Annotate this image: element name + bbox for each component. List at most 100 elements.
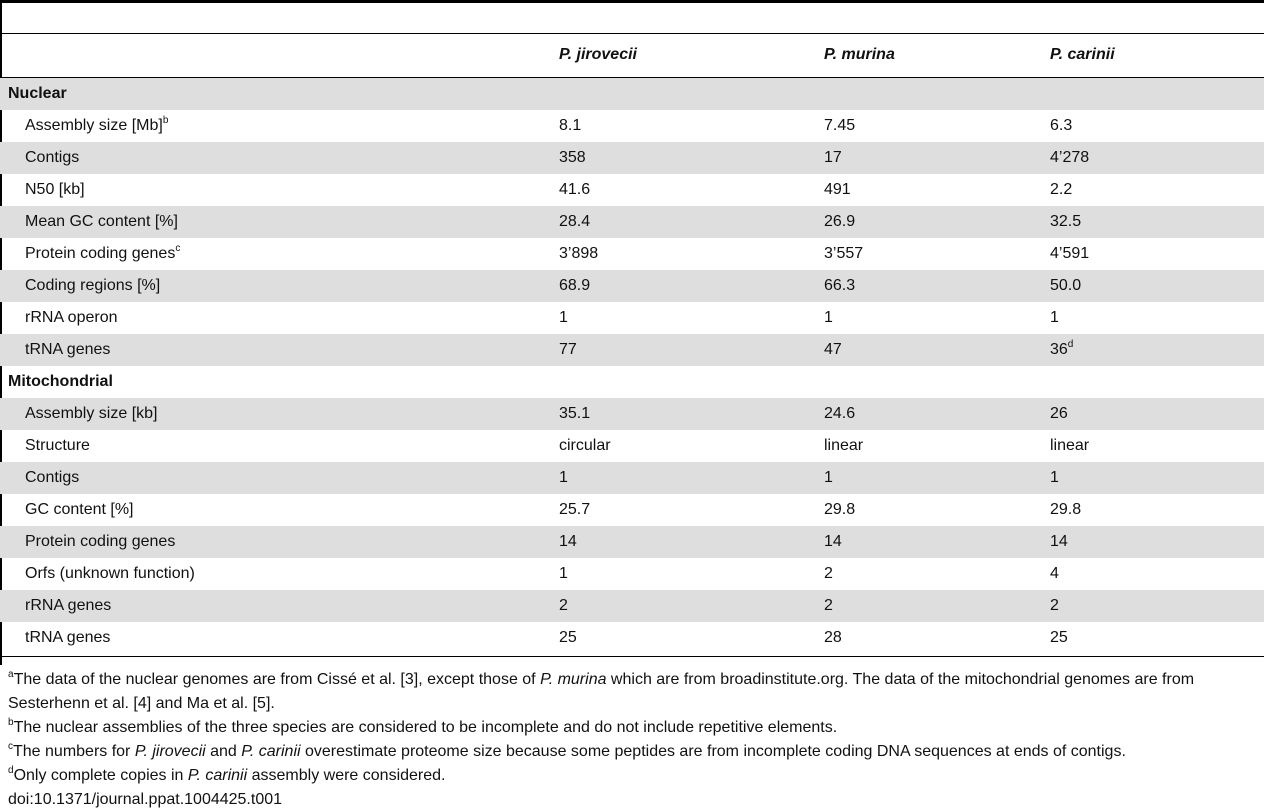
row-label-text: Assembly size [kb] (25, 405, 158, 422)
table-cell: 68.9 (559, 277, 590, 295)
row-label-text: tRNA genes (25, 629, 111, 646)
footnote-text: The data of the nuclear genomes are from… (13, 671, 541, 688)
cell-value: 28.4 (559, 213, 591, 230)
cell-value: 1 (824, 309, 833, 326)
row-label-text: Protein coding genes (25, 533, 176, 550)
cell-value: 491 (824, 181, 851, 198)
row-label: Coding regions [%] (25, 277, 160, 295)
table-cell: 36d (1050, 339, 1073, 359)
table-row: Contigs 1 1 1 (0, 462, 1264, 494)
cell-value: 3’898 (559, 245, 599, 262)
footnote-text: which are from broadinstitute.org. The d… (8, 671, 1195, 712)
table-cell: 358 (559, 149, 586, 167)
table-cell: 1 (824, 469, 833, 487)
table-cell: 25 (559, 629, 577, 647)
table-cell: 14 (824, 533, 842, 551)
cell-value: 28 (824, 629, 842, 646)
table-row: Contigs 358 17 4’278 (0, 142, 1264, 174)
cell-value: 4 (1050, 565, 1059, 582)
section-label: Nuclear (8, 85, 67, 103)
table-row: Protein coding genes 14 14 14 (0, 526, 1264, 558)
section-header-row: Nuclear (0, 78, 1264, 110)
footnote-ref: b (162, 114, 169, 126)
section-label: Mitochondrial (8, 373, 113, 391)
row-label-text: Structure (25, 437, 90, 454)
footnote-text: overestimate proteome size because some … (300, 743, 1126, 760)
row-label: tRNA genes (25, 629, 110, 647)
table-cell: 1 (559, 565, 568, 583)
row-label-text: tRNA genes (25, 341, 111, 358)
table-cell: 28 (824, 629, 842, 647)
cell-value: 26 (1050, 405, 1068, 422)
table-cell: 50.0 (1050, 277, 1081, 295)
table-cell: 29.8 (824, 501, 855, 519)
cell-value: 4’278 (1050, 149, 1090, 166)
cell-value: 1 (1050, 309, 1059, 326)
cell-value: 358 (559, 149, 586, 166)
table-cell: 26 (1050, 405, 1068, 423)
table-cell: linear (824, 437, 863, 455)
cell-value: 41.6 (559, 181, 591, 198)
row-label: GC content [%] (25, 501, 134, 519)
table-cell: 77 (559, 341, 577, 359)
row-label-text: Orfs (unknown function) (25, 565, 195, 582)
table-cell: 28.4 (559, 213, 590, 231)
row-label: Mean GC content [%] (25, 213, 178, 231)
row-label-text: rRNA operon (25, 309, 118, 326)
table-bottom-rule (0, 656, 1264, 657)
cell-value: 8.1 (559, 117, 582, 134)
footnote-d: dOnly complete copies in P. carinii asse… (8, 764, 1264, 788)
row-label-text: Nuclear (8, 85, 67, 102)
table-row: tRNA genes 77 47 36d (0, 334, 1264, 366)
table-cell: 1 (1050, 469, 1059, 487)
cell-value: 1 (1050, 469, 1059, 486)
row-label-text: Mean GC content [%] (25, 213, 178, 230)
table-row: tRNA genes 25 28 25 (0, 622, 1264, 654)
column-header-p-jirovecii: P. jirovecii (559, 46, 637, 63)
table-cell: 14 (1050, 533, 1068, 551)
row-label-text: Assembly size [Mb] (25, 117, 163, 134)
cell-value: 26.9 (824, 213, 856, 230)
doi-link[interactable]: doi:10.1371/journal.ppat.1004425.t001 (8, 791, 283, 808)
footnotes: aThe data of the nuclear genomes are fro… (8, 668, 1264, 812)
section-header-row: Mitochondrial (0, 366, 1264, 398)
cell-value: 29.8 (824, 501, 856, 518)
cell-value: 7.45 (824, 117, 856, 134)
row-label-text: Mitochondrial (8, 373, 113, 390)
cell-value: circular (559, 437, 611, 454)
cell-value: 32.5 (1050, 213, 1082, 230)
footnote-species: P. carinii (187, 767, 248, 784)
table-row: N50 [kb] 41.6 491 2.2 (0, 174, 1264, 206)
cell-value: 1 (559, 309, 568, 326)
row-label: Structure (25, 437, 90, 455)
row-label-text: rRNA genes (25, 597, 112, 614)
cell-value: 24.6 (824, 405, 856, 422)
table-cell: 4’278 (1050, 149, 1089, 167)
table-header: P. jirovecii P. murina P. carinii (0, 34, 1264, 77)
table-cell: 1 (559, 309, 568, 327)
row-label: Assembly size [Mb]b (25, 114, 169, 135)
cell-value: 25 (559, 629, 577, 646)
table-cell: 29.8 (1050, 501, 1081, 519)
row-label-text: Coding regions [%] (25, 277, 161, 294)
column-header-p-murina: P. murina (824, 46, 895, 63)
table-cell: 491 (824, 181, 851, 199)
table-row: Mean GC content [%] 28.4 26.9 32.5 (0, 206, 1264, 238)
footnote-mark: b (8, 716, 14, 728)
row-label-text: GC content [%] (25, 501, 134, 518)
column-header-p-carinii: P. carinii (1050, 46, 1115, 63)
cell-value: 6.3 (1050, 117, 1073, 134)
cell-value: 17 (824, 149, 842, 166)
table-cell: 41.6 (559, 181, 590, 199)
table-cell: 2.2 (1050, 181, 1072, 199)
table-cell: 17 (824, 149, 842, 167)
footnote-b: bThe nuclear assemblies of the three spe… (8, 716, 1264, 740)
footnote-text: The nuclear assemblies of the three spec… (13, 719, 838, 736)
cell-value: 47 (824, 341, 842, 358)
row-label-text: Contigs (25, 149, 80, 166)
cell-value: 2 (824, 565, 833, 582)
cell-value: 4’591 (1050, 245, 1090, 262)
table-row: Protein coding genesc 3’898 3’557 4’591 (0, 238, 1264, 270)
footnote-text: The numbers for (13, 743, 135, 760)
table-cell: 8.1 (559, 117, 581, 135)
